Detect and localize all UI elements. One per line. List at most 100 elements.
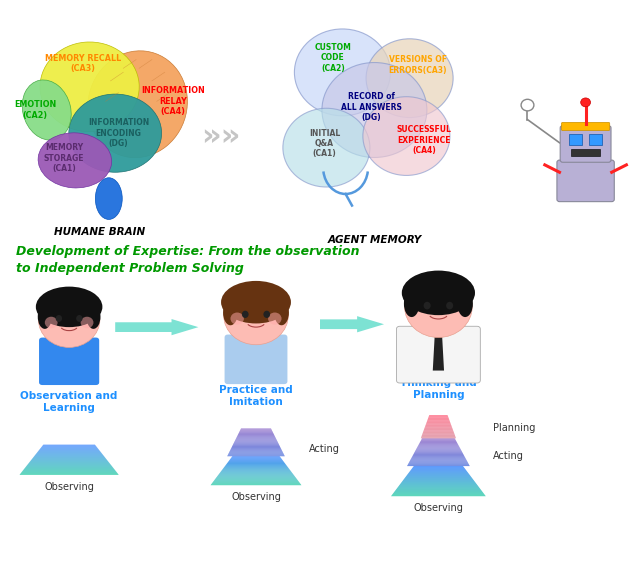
Ellipse shape (38, 305, 52, 329)
Polygon shape (232, 456, 280, 457)
Polygon shape (31, 459, 107, 460)
Ellipse shape (458, 290, 473, 317)
Polygon shape (235, 439, 277, 441)
Bar (64, 329, 74, 342)
Polygon shape (412, 467, 465, 468)
Ellipse shape (76, 315, 83, 322)
Circle shape (580, 98, 591, 107)
Polygon shape (237, 436, 275, 437)
Circle shape (268, 313, 282, 325)
Polygon shape (413, 466, 464, 467)
Circle shape (45, 317, 58, 328)
Polygon shape (403, 480, 474, 481)
Text: Observing: Observing (231, 492, 281, 502)
Polygon shape (232, 445, 280, 446)
FancyBboxPatch shape (225, 335, 287, 384)
Polygon shape (233, 444, 279, 445)
Polygon shape (26, 466, 113, 467)
Polygon shape (227, 463, 285, 464)
Text: Thinking and
Planning: Thinking and Planning (400, 378, 477, 400)
Text: to Independent Problem Solving: to Independent Problem Solving (16, 262, 244, 274)
Polygon shape (407, 465, 470, 466)
Ellipse shape (56, 315, 62, 322)
Polygon shape (408, 463, 468, 464)
Polygon shape (408, 472, 468, 473)
Polygon shape (407, 474, 470, 475)
Polygon shape (19, 474, 119, 475)
Polygon shape (415, 451, 462, 452)
Polygon shape (216, 477, 296, 478)
Polygon shape (40, 448, 98, 449)
Polygon shape (409, 471, 468, 472)
Polygon shape (41, 446, 97, 448)
Bar (589, 134, 602, 145)
Polygon shape (237, 435, 275, 436)
Polygon shape (215, 478, 297, 479)
Text: Planning: Planning (493, 423, 535, 434)
Circle shape (521, 100, 534, 111)
Ellipse shape (264, 311, 270, 318)
Ellipse shape (242, 311, 248, 318)
Polygon shape (427, 420, 450, 422)
Polygon shape (401, 482, 476, 483)
Polygon shape (22, 471, 116, 472)
Polygon shape (420, 441, 457, 442)
Polygon shape (214, 479, 298, 481)
Polygon shape (404, 478, 473, 479)
Polygon shape (421, 436, 456, 437)
Polygon shape (426, 425, 451, 426)
Polygon shape (428, 418, 449, 419)
Polygon shape (29, 461, 109, 463)
Polygon shape (417, 446, 460, 448)
FancyBboxPatch shape (557, 160, 614, 201)
Polygon shape (221, 471, 291, 472)
Polygon shape (409, 461, 468, 463)
Polygon shape (422, 435, 455, 436)
Polygon shape (410, 459, 467, 460)
Bar (433, 317, 444, 331)
Polygon shape (226, 464, 286, 465)
Ellipse shape (88, 51, 188, 157)
Text: Practice and
Imitation: Practice and Imitation (219, 385, 293, 408)
Polygon shape (410, 460, 467, 461)
Polygon shape (229, 452, 283, 453)
Polygon shape (223, 467, 289, 468)
Ellipse shape (221, 281, 291, 324)
Polygon shape (392, 494, 485, 495)
Polygon shape (412, 468, 465, 469)
Text: Development of Expertise: From the observation: Development of Expertise: From the obser… (16, 245, 360, 258)
Polygon shape (423, 432, 454, 433)
Text: »»: »» (201, 122, 241, 151)
Polygon shape (408, 464, 469, 465)
Polygon shape (420, 442, 457, 443)
Polygon shape (421, 439, 456, 440)
Polygon shape (230, 458, 282, 459)
Polygon shape (228, 460, 284, 461)
Polygon shape (399, 484, 477, 485)
Polygon shape (421, 437, 456, 438)
Polygon shape (223, 468, 289, 469)
Polygon shape (238, 433, 274, 434)
Text: CUSTOM
CODE
(CA2): CUSTOM CODE (CA2) (314, 43, 351, 73)
Polygon shape (422, 438, 455, 439)
Polygon shape (230, 450, 282, 452)
Polygon shape (422, 434, 455, 435)
Polygon shape (217, 475, 295, 477)
Polygon shape (424, 428, 452, 429)
Polygon shape (227, 462, 285, 463)
Polygon shape (429, 416, 448, 417)
Ellipse shape (402, 270, 475, 315)
Circle shape (81, 317, 93, 328)
Polygon shape (239, 430, 273, 431)
Polygon shape (429, 415, 448, 416)
Polygon shape (32, 458, 106, 459)
Polygon shape (397, 487, 480, 488)
Polygon shape (227, 455, 285, 456)
Polygon shape (391, 495, 486, 496)
Polygon shape (419, 444, 458, 445)
Polygon shape (428, 417, 449, 418)
Polygon shape (230, 459, 282, 460)
Polygon shape (404, 477, 472, 478)
Text: Acting: Acting (493, 450, 524, 461)
Polygon shape (234, 441, 278, 442)
